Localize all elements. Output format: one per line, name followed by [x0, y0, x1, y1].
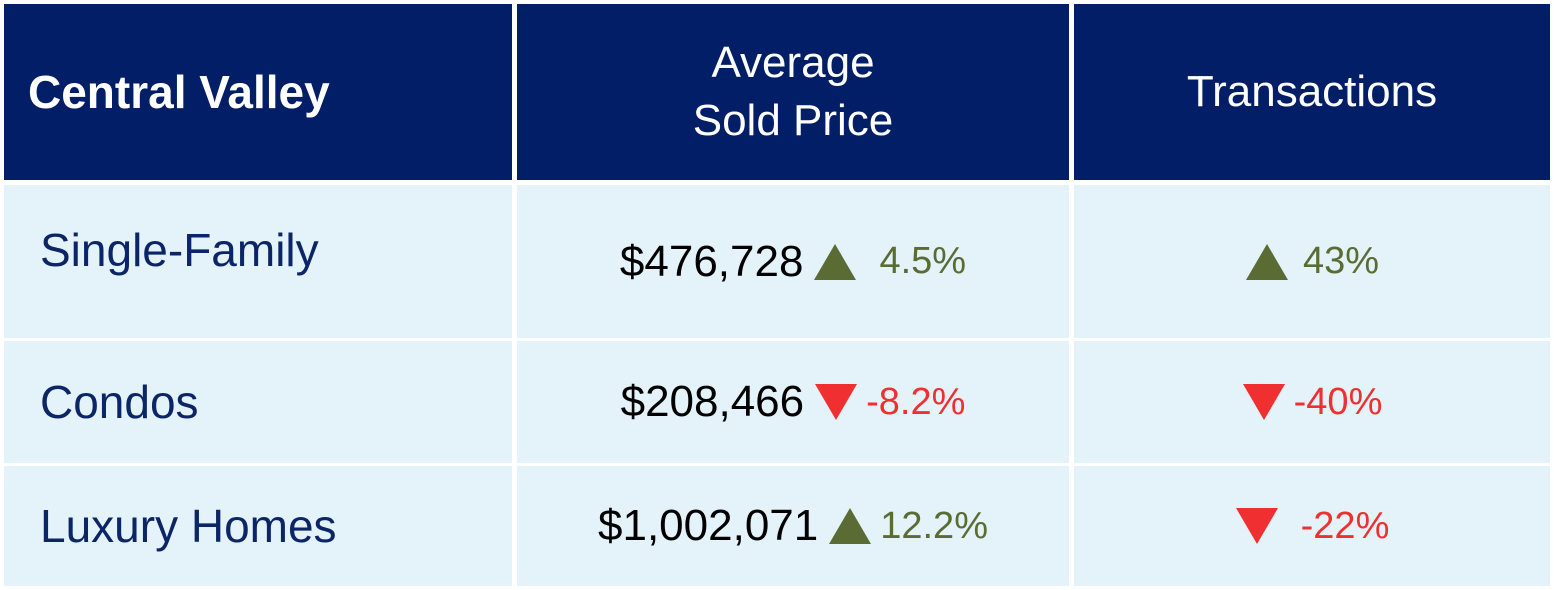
transactions-cell: -22% [1074, 466, 1550, 586]
price-cell: $476,728 4.5% [517, 185, 1069, 338]
transactions-change: -22% [1300, 504, 1390, 547]
price: $208,466 [620, 377, 805, 426]
row-label: Condos [4, 341, 512, 463]
arrow-down [1242, 384, 1285, 420]
row-label: Luxury Homes [4, 466, 512, 586]
arrow-down [1235, 508, 1278, 544]
row-label: Single-Family [4, 185, 512, 338]
column-header: Transactions [1074, 4, 1550, 180]
column-header: Average Sold Price [692, 38, 894, 145]
transactions-change: 43% [1302, 240, 1380, 282]
transactions-change: -40% [1293, 380, 1383, 423]
price-cell: $1,002,071 12.2% [517, 466, 1069, 586]
price-change: 12.2% [880, 504, 988, 547]
price-change: -8.2% [866, 380, 966, 423]
header-cell: Average Sold Price [517, 4, 1069, 180]
transactions-cell: 43% [1074, 185, 1550, 338]
price: $476,728 [619, 236, 804, 286]
header-title: Central Valley [4, 4, 512, 180]
arrow-up [829, 508, 872, 544]
arrow-up [1245, 243, 1288, 280]
price: $1,002,071 [598, 501, 819, 550]
arrow-up [814, 243, 857, 280]
arrow-down [815, 384, 858, 420]
price-change: 4.5% [879, 240, 967, 282]
transactions-cell: -40% [1074, 341, 1550, 463]
price-cell: $208,466 -8.2% [517, 341, 1069, 463]
